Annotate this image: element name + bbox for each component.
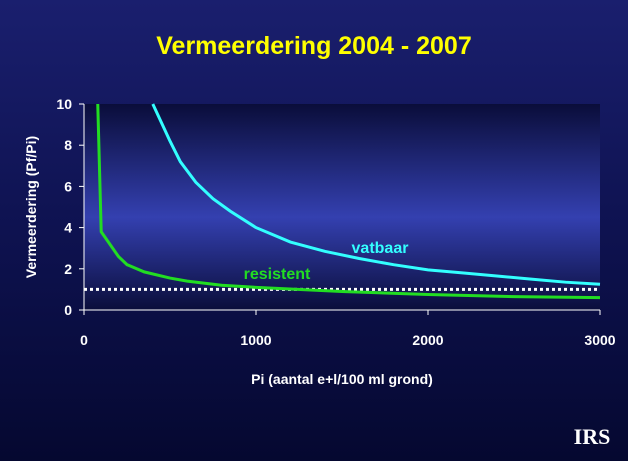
series-line bbox=[151, 103, 601, 286]
series-line bbox=[96, 103, 601, 300]
y-tick-label: 4 bbox=[64, 220, 72, 236]
x-tick-label: 0 bbox=[80, 332, 88, 348]
y-tick-label: 2 bbox=[64, 261, 72, 277]
y-tick-label: 0 bbox=[64, 302, 72, 318]
y-axis-label: Vermeerdering (Pf/Pi) bbox=[23, 136, 39, 278]
logo: IRS bbox=[574, 424, 611, 449]
series-label: resistent bbox=[244, 266, 311, 283]
y-tick-label: 6 bbox=[64, 178, 72, 194]
y-tick-label: 10 bbox=[56, 96, 72, 112]
x-tick-label: 1000 bbox=[240, 332, 271, 348]
x-axis-label: Pi (aantal e+l/100 ml grond) bbox=[251, 371, 433, 387]
series-label: vatbaar bbox=[352, 240, 409, 257]
x-tick-label: 2000 bbox=[412, 332, 443, 348]
x-tick-label: 3000 bbox=[584, 332, 615, 348]
y-tick-label: 8 bbox=[64, 137, 72, 153]
chart-title: Vermeerdering 2004 - 2007 bbox=[156, 32, 471, 60]
